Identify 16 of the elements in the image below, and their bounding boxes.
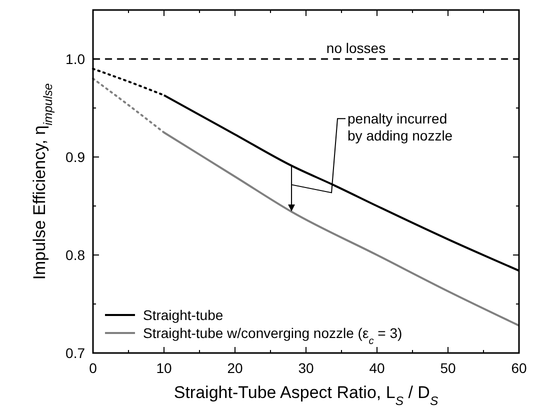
x-tick-label: 40 bbox=[369, 360, 385, 376]
annotation: penalty incurred by adding nozzle bbox=[348, 110, 453, 144]
legend-label: Straight-tube bbox=[143, 307, 224, 323]
x-tick-label: 0 bbox=[89, 360, 98, 376]
x-tick-label: 60 bbox=[511, 360, 527, 376]
x-tick-label: 20 bbox=[227, 360, 243, 376]
y-tick-label: 1.0 bbox=[66, 51, 86, 67]
ref-line-label: no losses bbox=[326, 40, 386, 56]
y-tick-label: 0.8 bbox=[66, 247, 86, 263]
y-tick-label: 0.7 bbox=[66, 345, 86, 361]
y-tick-label: 0.9 bbox=[66, 149, 86, 165]
x-tick-label: 50 bbox=[440, 360, 456, 376]
x-axis-title: Straight-Tube Aspect Ratio, L$_{S}$ / D$_{S}$ bbox=[174, 383, 439, 408]
x-tick-label: 10 bbox=[156, 360, 172, 376]
x-tick-label: 30 bbox=[298, 360, 314, 376]
legend-label: Straight-tube w/converging nozzle (ε$_{c}$ = 3) bbox=[143, 325, 402, 346]
